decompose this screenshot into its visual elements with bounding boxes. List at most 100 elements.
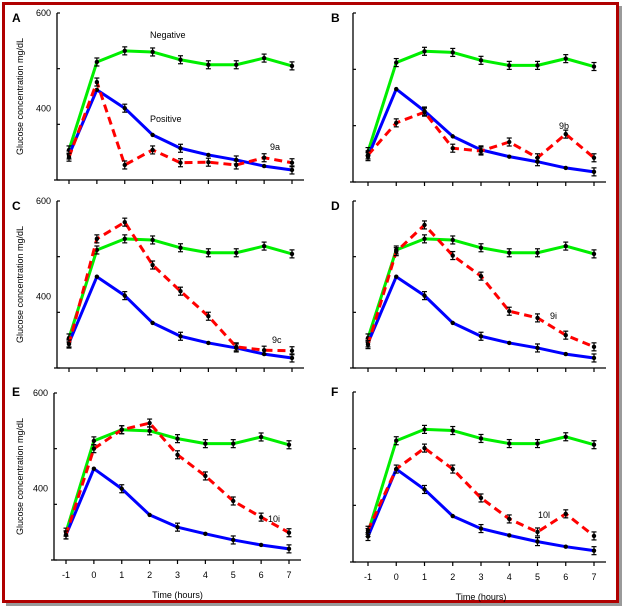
data-point-negative xyxy=(507,63,512,68)
data-point-compound xyxy=(591,344,597,350)
data-point-compound xyxy=(394,466,399,472)
panel-letter: B xyxy=(331,11,340,25)
data-point-compound xyxy=(450,146,455,151)
panel-f: F -1 0 1 2 3 4 5 6 7 Time (hours) 10l xyxy=(331,385,606,602)
data-point-compound xyxy=(535,155,540,160)
data-point-negative xyxy=(122,48,127,54)
compound-label: 9i xyxy=(550,311,557,321)
data-point-compound xyxy=(563,332,568,338)
data-point-positive xyxy=(206,340,211,346)
x-tick-label: 0 xyxy=(394,572,399,582)
x-tick-label: 2 xyxy=(147,570,152,580)
series-line-positive xyxy=(64,467,290,551)
compound-label: 10i xyxy=(268,514,280,524)
data-point-compound xyxy=(203,473,208,479)
data-point-positive xyxy=(591,548,597,553)
data-point-compound xyxy=(535,315,540,321)
panel-a: A 600 400 Glucose concentration mg/dL 9a Nega… xyxy=(12,8,304,184)
data-point-positive xyxy=(178,334,183,339)
data-point-positive xyxy=(91,466,97,471)
panel-letter: F xyxy=(331,385,338,399)
compound-label: 9c xyxy=(272,335,282,345)
data-point-negative xyxy=(94,59,100,65)
data-point-positive xyxy=(507,154,512,159)
data-point-positive xyxy=(507,340,512,346)
data-point-positive xyxy=(591,169,597,175)
data-point-negative xyxy=(450,237,455,243)
data-point-negative xyxy=(286,442,292,447)
data-point-positive xyxy=(422,487,427,492)
data-point-compound xyxy=(478,148,484,154)
series-line-negative xyxy=(67,49,293,151)
series-line-compound xyxy=(67,80,293,167)
x-tick-label: 1 xyxy=(119,570,124,580)
data-point-compound xyxy=(261,155,267,160)
data-point-negative xyxy=(94,247,100,253)
data-point-negative xyxy=(422,236,427,242)
data-point-negative xyxy=(261,55,267,61)
data-point-negative xyxy=(147,428,152,434)
data-point-negative xyxy=(422,427,427,432)
data-point-compound xyxy=(450,466,455,472)
series-label: Positive xyxy=(150,114,182,124)
data-point-negative xyxy=(563,243,568,249)
data-point-negative xyxy=(122,236,127,242)
data-point-positive xyxy=(535,345,540,351)
data-point-compound xyxy=(206,159,211,165)
figure-frame xyxy=(2,2,619,603)
data-point-compound xyxy=(507,309,512,314)
data-point-positive xyxy=(94,87,100,93)
data-point-negative xyxy=(507,250,512,255)
data-point-negative xyxy=(206,250,211,255)
data-point-positive xyxy=(147,512,152,518)
data-point-negative xyxy=(234,250,239,255)
data-point-compound xyxy=(178,160,183,165)
data-point-positive xyxy=(150,320,155,326)
y-tick-label: 400 xyxy=(36,291,51,301)
data-point-compound xyxy=(122,162,127,168)
data-point-positive xyxy=(563,351,568,357)
data-point-compound xyxy=(507,139,512,145)
data-point-positive xyxy=(563,544,568,549)
data-point-positive xyxy=(478,334,484,339)
data-point-positive xyxy=(394,274,399,279)
data-point-compound xyxy=(122,219,127,225)
series-line-negative xyxy=(366,427,595,533)
data-point-negative xyxy=(507,441,512,446)
data-point-compound xyxy=(289,348,295,353)
x-tick-label: 2 xyxy=(450,572,455,582)
data-point-compound xyxy=(94,236,100,242)
data-point-negative xyxy=(591,442,597,447)
data-point-compound xyxy=(119,427,124,432)
data-point-compound xyxy=(394,249,399,254)
data-point-compound xyxy=(91,446,97,451)
y-tick-label: 600 xyxy=(36,8,51,18)
data-point-positive xyxy=(178,146,183,151)
data-point-positive xyxy=(122,105,127,111)
data-point-negative xyxy=(175,436,180,441)
data-point-positive xyxy=(563,165,568,171)
data-point-negative xyxy=(289,251,295,257)
data-point-negative xyxy=(535,250,540,255)
panel-letter: E xyxy=(12,385,20,399)
data-point-negative xyxy=(234,62,239,67)
data-point-compound xyxy=(63,532,69,538)
data-point-compound xyxy=(535,529,540,535)
data-point-positive xyxy=(122,293,127,298)
data-point-positive xyxy=(450,320,455,326)
y-tick-label: 400 xyxy=(33,483,48,493)
data-point-compound xyxy=(365,528,371,533)
data-point-negative xyxy=(206,62,211,67)
compound-label: 9a xyxy=(270,142,280,152)
data-point-positive xyxy=(119,486,124,491)
data-point-positive xyxy=(286,546,292,552)
data-point-compound xyxy=(258,514,264,520)
data-point-compound xyxy=(563,131,568,137)
data-point-compound xyxy=(178,288,183,294)
data-point-negative xyxy=(261,243,267,249)
data-point-positive xyxy=(150,132,155,138)
series-line-positive xyxy=(366,275,595,360)
data-point-negative xyxy=(478,58,484,63)
x-tick-label: 3 xyxy=(478,572,483,582)
data-point-negative xyxy=(258,434,264,440)
